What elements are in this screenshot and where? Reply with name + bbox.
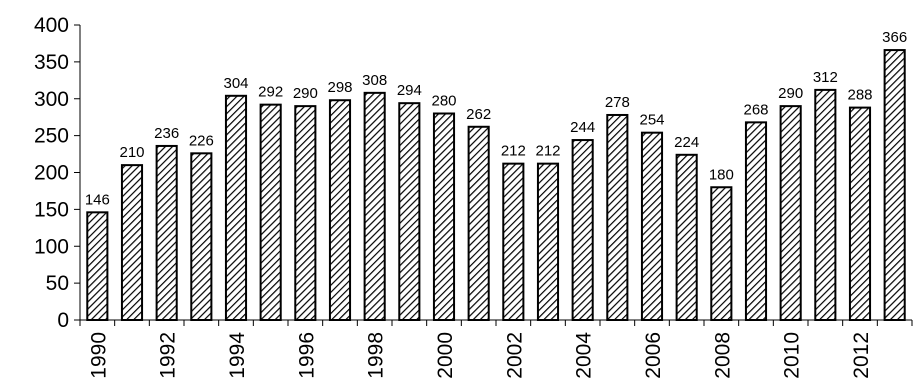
x-tick-label-1990: 1990 (87, 332, 110, 379)
x-tick-label-2000: 2000 (434, 332, 457, 379)
bar-1999 (398, 102, 421, 321)
x-axis: 1990 1992 1994 1996 1998 2000 2002 2004 2006 2008… (79, 319, 913, 379)
data-label-2005: 278 (605, 94, 630, 111)
bar-2009 (744, 121, 768, 321)
bar-2002 (502, 162, 525, 321)
data-label-1994: 304 (223, 75, 248, 92)
data-labels: 146 210 236 226 304 292 290 298 308 294 280 262 212 2… (85, 29, 907, 208)
data-label-2001: 262 (466, 106, 491, 123)
data-label-1999: 294 (397, 82, 422, 99)
data-label-1998: 308 (362, 72, 387, 89)
data-label-2004: 244 (570, 119, 595, 136)
data-label-2010: 290 (778, 85, 803, 102)
data-label-1992: 236 (154, 125, 179, 142)
bar-1995 (259, 103, 282, 322)
x-tick-label-1998: 1998 (365, 332, 388, 379)
x-tick-label-2008: 2008 (711, 332, 734, 379)
data-label-1991: 210 (119, 144, 144, 161)
data-label-2007: 224 (674, 134, 699, 151)
x-tick-label-1994: 1994 (226, 332, 249, 379)
data-label-1995: 292 (258, 84, 283, 101)
y-axis: 0 50 100 150 200 250 300 350 400 (34, 14, 81, 332)
x-tick-label-1992: 1992 (157, 332, 180, 379)
bar-2006 (640, 131, 664, 321)
bar-2005 (606, 113, 629, 321)
x-tick-label-2004: 2004 (573, 332, 596, 379)
bar-2003 (536, 162, 560, 321)
data-label-2009: 268 (743, 101, 768, 118)
y-tick-label: 100 (34, 235, 69, 258)
bars (86, 49, 906, 322)
x-tick-label-2012: 2012 (850, 332, 873, 379)
bar-1997 (328, 99, 352, 321)
x-tick-label-2002: 2002 (503, 332, 526, 379)
bar-2007 (675, 153, 698, 321)
bar-1993 (190, 152, 213, 321)
bar-1991 (120, 164, 144, 321)
bar-1994 (224, 94, 248, 321)
bar-2012 (848, 106, 872, 321)
bar-2010 (779, 105, 802, 321)
data-label-1997: 298 (327, 79, 352, 96)
data-label-1990: 146 (85, 191, 110, 208)
y-tick-label: 350 (34, 51, 69, 74)
y-tick-label: 250 (34, 125, 69, 148)
bar-2004 (571, 139, 594, 321)
bar-1996 (294, 105, 317, 321)
y-tick-label: 0 (57, 309, 69, 332)
bar-1992 (155, 144, 178, 321)
data-label-2012: 288 (847, 87, 872, 104)
data-label-2002: 212 (501, 143, 526, 160)
x-tick-label-1996: 1996 (295, 332, 318, 379)
data-label-2000: 280 (431, 93, 456, 110)
bar-2011 (814, 88, 837, 322)
x-tick-label-2010: 2010 (781, 332, 804, 379)
bar-2013 (883, 49, 906, 321)
x-tick-label-2006: 2006 (642, 332, 665, 379)
bar-2000 (432, 112, 456, 321)
data-label-1993: 226 (189, 132, 214, 149)
bar-2008 (710, 186, 733, 321)
data-label-2013: 366 (882, 29, 907, 46)
data-label-2011: 312 (813, 69, 838, 86)
y-tick-label: 300 (34, 88, 69, 111)
data-label-2006: 254 (639, 112, 664, 129)
y-tick-label: 50 (46, 272, 69, 295)
bar-2001 (467, 125, 490, 322)
data-label-2003: 212 (535, 143, 560, 160)
data-label-2008: 180 (709, 166, 734, 183)
bar-1990 (86, 211, 109, 321)
y-tick-label: 150 (34, 198, 69, 221)
y-tick-label: 200 (34, 162, 69, 185)
y-tick-label: 400 (34, 14, 69, 37)
bar-1998 (363, 91, 386, 321)
data-label-1996: 290 (293, 85, 318, 102)
